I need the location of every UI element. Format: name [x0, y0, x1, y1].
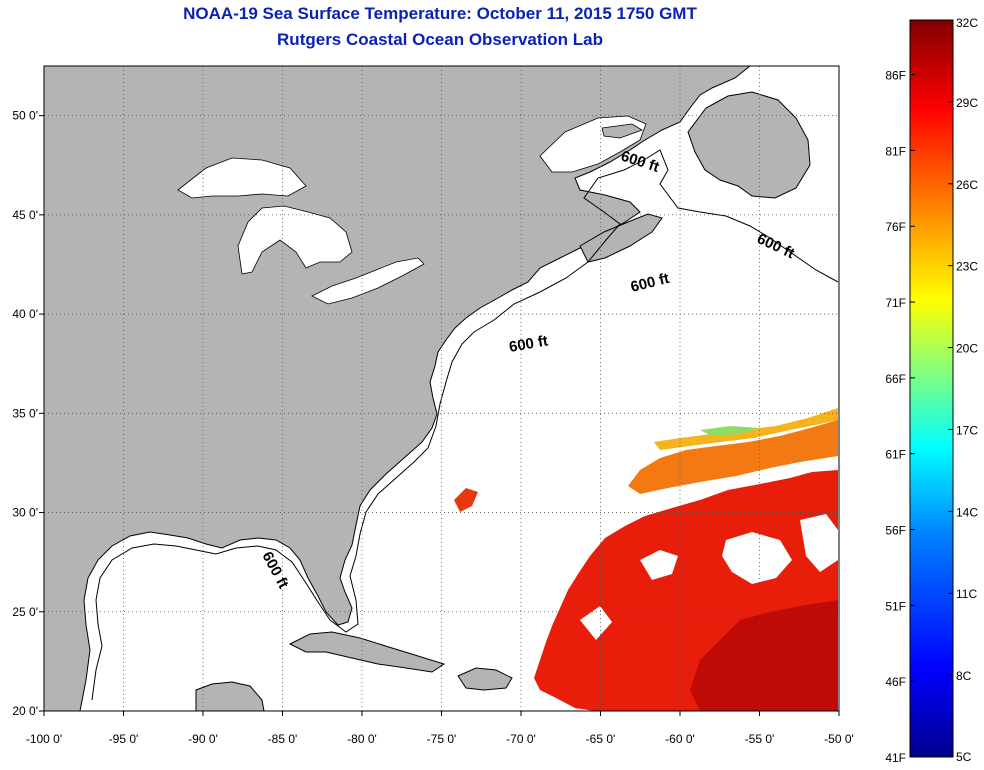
celsius-tick-label: 20C [956, 342, 978, 356]
isobath-label-midatlantic: 600 ft [508, 332, 550, 356]
celsius-tick-label: 23C [956, 260, 978, 274]
land-north-america [44, 66, 751, 711]
colorbar-celsius-ticks: 5C 8C 11C 14C 17C 20C 23C 26C 29C 32C [948, 16, 978, 764]
sst-patch-small [454, 488, 478, 512]
x-axis-ticks: -100 0' -95 0' -90 0' -85 0' -80 0' -75 0' -70… [26, 711, 854, 746]
land-cuba [288, 631, 446, 673]
sst-patch-orange-band [628, 420, 838, 494]
fahrenheit-tick-label: 81F [885, 144, 906, 158]
sst-patch-green-fringe [700, 426, 760, 436]
x-tick-label: -70 0' [506, 732, 536, 746]
fahrenheit-tick-label: 66F [885, 372, 906, 386]
cloud-gap-1 [722, 532, 792, 584]
land-hispaniola [457, 667, 513, 691]
y-tick-label: 35 0' [12, 406, 38, 420]
sst-patch-yellow-band [654, 408, 838, 450]
celsius-tick-label: 5C [956, 750, 972, 764]
lake-erie-ontario [311, 257, 425, 305]
land-yucatan [195, 681, 265, 711]
y-axis-ticks: 20 0' 25 0' 30 0' 35 0' 40 0' 45 0' 50 0' [12, 109, 44, 718]
x-tick-label: -95 0' [109, 732, 139, 746]
cloud-gap-2 [800, 514, 838, 572]
y-tick-label: 20 0' [12, 704, 38, 718]
x-tick-label: -90 0' [188, 732, 218, 746]
x-tick-label: -60 0' [665, 732, 695, 746]
y-tick-label: 40 0' [12, 307, 38, 321]
celsius-tick-label: 14C [956, 505, 978, 519]
island-anticosti [601, 123, 643, 139]
lake-superior [177, 157, 307, 199]
x-tick-label: -50 0' [824, 732, 854, 746]
celsius-tick-label: 11C [956, 587, 977, 601]
celsius-tick-label: 8C [956, 669, 972, 683]
x-tick-label: -80 0' [347, 732, 377, 746]
fahrenheit-tick-label: 41F [885, 751, 906, 765]
x-tick-label: -65 0' [586, 732, 616, 746]
fahrenheit-tick-label: 51F [885, 599, 906, 613]
fahrenheit-tick-label: 71F [885, 296, 906, 310]
fahrenheit-tick-label: 61F [885, 448, 906, 462]
x-tick-label: -55 0' [745, 732, 775, 746]
y-tick-label: 50 0' [12, 109, 38, 123]
x-tick-label: -100 0' [26, 732, 62, 746]
celsius-tick-label: 32C [956, 16, 978, 30]
sst-patch-dark-red [690, 600, 838, 711]
celsius-tick-label: 26C [956, 178, 978, 192]
y-tick-label: 45 0' [12, 208, 38, 222]
x-tick-label: -85 0' [268, 732, 298, 746]
fahrenheit-tick-label: 86F [885, 69, 906, 83]
x-tick-label: -75 0' [427, 732, 457, 746]
fahrenheit-tick-label: 46F [885, 675, 906, 689]
map-subtitle: Rutgers Coastal Ocean Observation Lab [277, 30, 603, 49]
lake-michigan-huron [237, 205, 353, 275]
y-tick-label: 30 0' [12, 506, 38, 520]
cloud-gap-4 [580, 606, 612, 640]
sst-data-layer [454, 408, 838, 711]
colorbar-fahrenheit-ticks: 41F 46F 51F 56F 61F 66F 71F 76F 81F 86F [885, 69, 915, 765]
map-title: NOAA-19 Sea Surface Temperature: October… [183, 4, 697, 23]
celsius-tick-label: 29C [956, 96, 978, 110]
cloud-gap-3 [640, 550, 678, 580]
fahrenheit-tick-label: 56F [885, 524, 906, 538]
colorbar [909, 19, 954, 758]
land-newfoundland [687, 91, 811, 199]
isobath-600ft [91, 149, 839, 701]
y-tick-label: 25 0' [12, 605, 38, 619]
celsius-tick-label: 17C [956, 423, 978, 437]
lat-lon-grid [44, 66, 839, 711]
fahrenheit-tick-label: 76F [885, 220, 906, 234]
